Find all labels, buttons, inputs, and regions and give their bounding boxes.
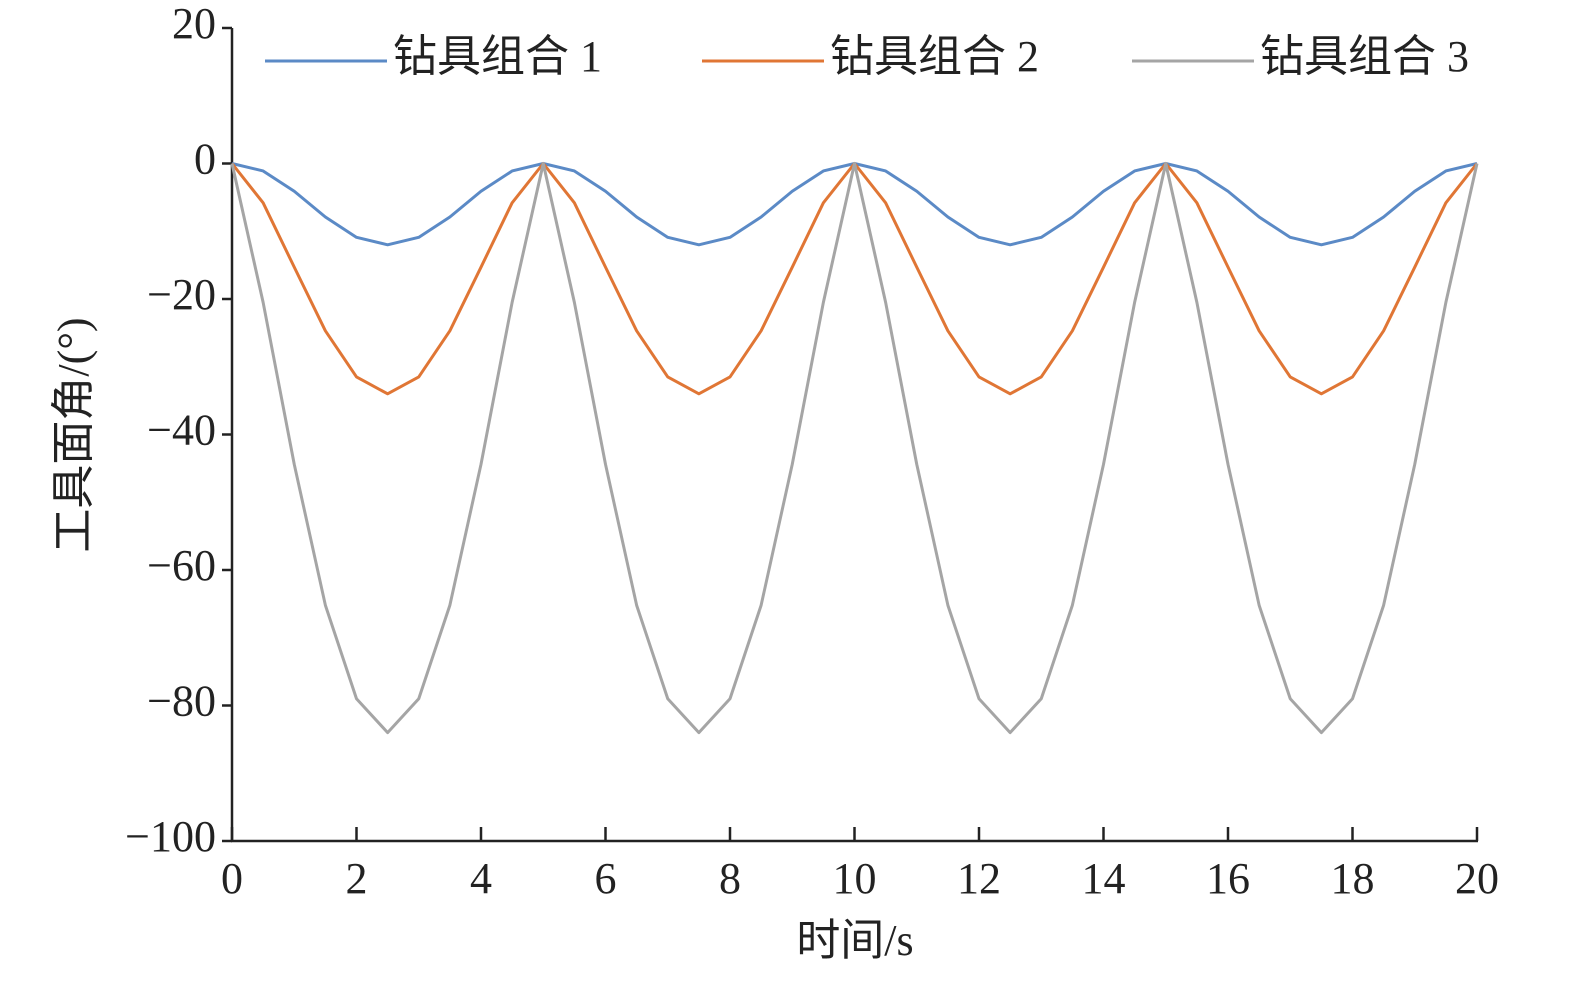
y-tick-label: 0 [194,135,216,184]
x-tick-label: 18 [1331,854,1375,903]
x-tick-label: 2 [346,854,368,903]
y-tick-label: −60 [147,541,216,590]
x-tick-label: 10 [833,854,877,903]
y-tick-label: −100 [125,812,216,861]
y-tick-label: −80 [147,677,216,726]
legend-label: 钻具组合 3 [1260,32,1469,81]
x-tick-label: 12 [957,854,1001,903]
y-tick-label: 20 [172,0,216,48]
y-axis-label: 工具面角/(°) [49,317,98,552]
x-axis-label: 时间/s [796,916,913,965]
legend-label: 钻具组合 2 [830,32,1039,81]
x-tick-label: 4 [470,854,492,903]
x-tick-label: 8 [719,854,741,903]
series-line [231,162,1478,247]
x-tick-label: 0 [221,854,243,903]
legend-label: 钻具组合 1 [393,32,602,81]
x-tick-label: 6 [595,854,617,903]
series-line [230,162,1479,396]
x-tick-label: 16 [1206,854,1250,903]
x-tick-label: 14 [1082,854,1126,903]
y-tick-label: −40 [147,406,216,455]
x-tick-label: 20 [1455,854,1499,903]
y-tick-label: −20 [147,270,216,319]
series-line [230,162,1479,735]
